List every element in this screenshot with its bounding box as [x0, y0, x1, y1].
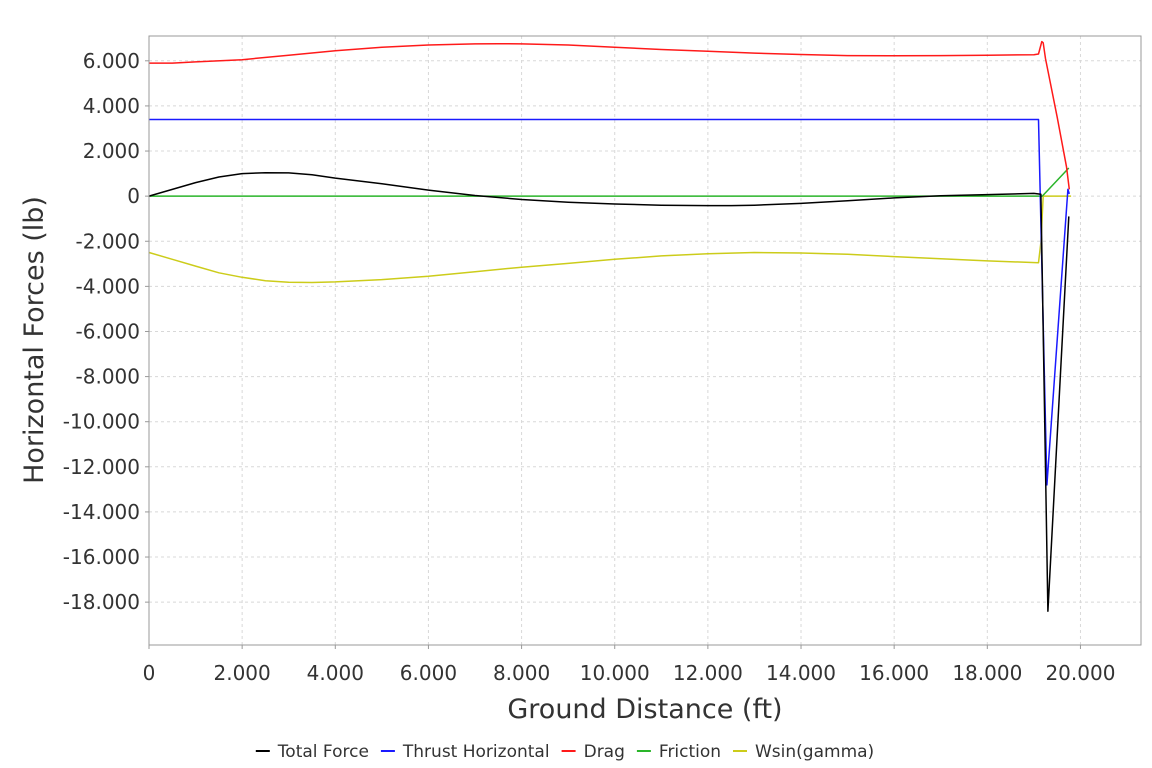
y-tick-label: -6.000: [76, 319, 140, 343]
x-axis-title: Ground Distance (ft): [507, 694, 782, 725]
series-line-drag: [149, 40, 1071, 190]
x-tick-label: 6.000: [400, 661, 457, 685]
y-tick-label: -12.000: [63, 455, 140, 479]
legend-item: Total Force: [255, 742, 369, 762]
series-line-wsin-gamma: [148, 195, 1072, 284]
legend-label: Total Force: [277, 742, 369, 762]
legend-item: Wsin(gamma): [733, 742, 874, 762]
x-tick-label: 20.000: [1045, 661, 1115, 685]
x-tick-label: 10.000: [580, 661, 650, 685]
y-tick-label: 0: [127, 184, 140, 208]
y-tick-label: 4.000: [83, 94, 140, 118]
series-line-total-force: [148, 171, 1070, 612]
y-tick-label: 2.000: [83, 139, 140, 163]
x-axis-ticks: 0 2.000 4.000 6.000 8.000 10.000 12.000 14.000 1…: [143, 645, 1115, 685]
y-tick-label: -14.000: [63, 500, 140, 524]
legend-label: Drag: [584, 742, 625, 762]
plot-area: [149, 36, 1141, 645]
plot-border: [148, 35, 1142, 646]
legend-label: Wsin(gamma): [755, 742, 874, 762]
y-tick-label: -16.000: [63, 545, 140, 569]
series-line-thrust-horizontal: [149, 118, 1071, 486]
y-tick-label: -10.000: [63, 410, 140, 434]
x-tick-label: 12.000: [673, 661, 743, 685]
x-tick-label: 0: [143, 661, 156, 685]
x-tick-label: 16.000: [859, 661, 929, 685]
x-tick-label: 2.000: [214, 661, 271, 685]
legend-item: Friction: [636, 742, 721, 762]
y-tick-label: -18.000: [63, 590, 140, 614]
x-tick-label: 14.000: [766, 661, 836, 685]
y-axis-ticks: 6.000 4.000 2.000 0 -2.000 -4.000 -6.000 -8.000…: [63, 49, 149, 614]
x-tick-label: 18.000: [952, 661, 1022, 685]
legend-item: Thrust Horizontal: [380, 742, 550, 762]
y-axis-title: Horizontal Forces (lb): [19, 196, 50, 484]
x-tick-label: 8.000: [493, 661, 550, 685]
y-tick-label: -2.000: [76, 229, 140, 253]
y-tick-label: -8.000: [76, 365, 140, 389]
series-lines: [148, 40, 1072, 612]
x-tick-label: 4.000: [307, 661, 364, 685]
legend-label: Friction: [659, 742, 721, 762]
y-tick-label: 6.000: [83, 49, 140, 73]
legend-label: Thrust Horizontal: [402, 742, 550, 762]
legend: Total Force Thrust Horizontal Drag Friction…: [255, 742, 874, 762]
y-tick-label: -4.000: [76, 274, 140, 298]
legend-item: Drag: [561, 742, 625, 762]
